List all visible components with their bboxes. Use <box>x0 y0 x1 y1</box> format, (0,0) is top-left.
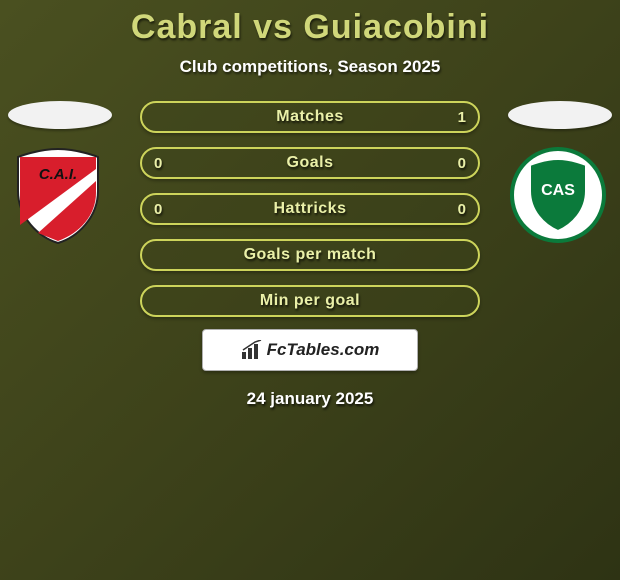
date-label: 24 january 2025 <box>0 389 620 409</box>
sarmiento-crest: CAS <box>508 145 608 245</box>
page-title: Cabral vs Guiacobini <box>0 8 620 47</box>
stat-right-value: 1 <box>458 109 466 126</box>
fctables-badge: FcTables.com <box>202 329 418 371</box>
stat-bars: Matches 1 0 Goals 0 0 Hattricks 0 Goals … <box>140 101 480 331</box>
crest-right-initials: CAS <box>541 182 575 199</box>
stat-label: Hattricks <box>274 200 347 218</box>
stat-label: Goals per match <box>244 246 377 264</box>
stat-label: Goals <box>287 154 334 172</box>
ellipse-left <box>8 101 112 129</box>
stat-right-value: 0 <box>458 201 466 218</box>
stat-left-value: 0 <box>154 201 162 218</box>
stat-row-goals-per-match: Goals per match <box>140 239 480 271</box>
team-right: CAS <box>508 101 612 245</box>
fctables-label: FcTables.com <box>267 340 380 360</box>
subtitle: Club competitions, Season 2025 <box>0 57 620 77</box>
ellipse-right <box>508 101 612 129</box>
stat-row-matches: Matches 1 <box>140 101 480 133</box>
stat-row-hattricks: 0 Hattricks 0 <box>140 193 480 225</box>
chart-icon <box>241 340 263 360</box>
stat-left-value: 0 <box>154 155 162 172</box>
infographic-root: Cabral vs Guiacobini Club competitions, … <box>0 0 620 580</box>
stat-row-goals: 0 Goals 0 <box>140 147 480 179</box>
crest-left-initials: C.A.I. <box>39 166 77 183</box>
stat-label: Matches <box>276 108 344 126</box>
stats-area: C.A.I. CAS Matches 1 0 <box>0 101 620 321</box>
stat-row-min-per-goal: Min per goal <box>140 285 480 317</box>
stat-label: Min per goal <box>260 292 360 310</box>
independiente-crest: C.A.I. <box>8 145 108 245</box>
team-left: C.A.I. <box>8 101 112 245</box>
stat-right-value: 0 <box>458 155 466 172</box>
